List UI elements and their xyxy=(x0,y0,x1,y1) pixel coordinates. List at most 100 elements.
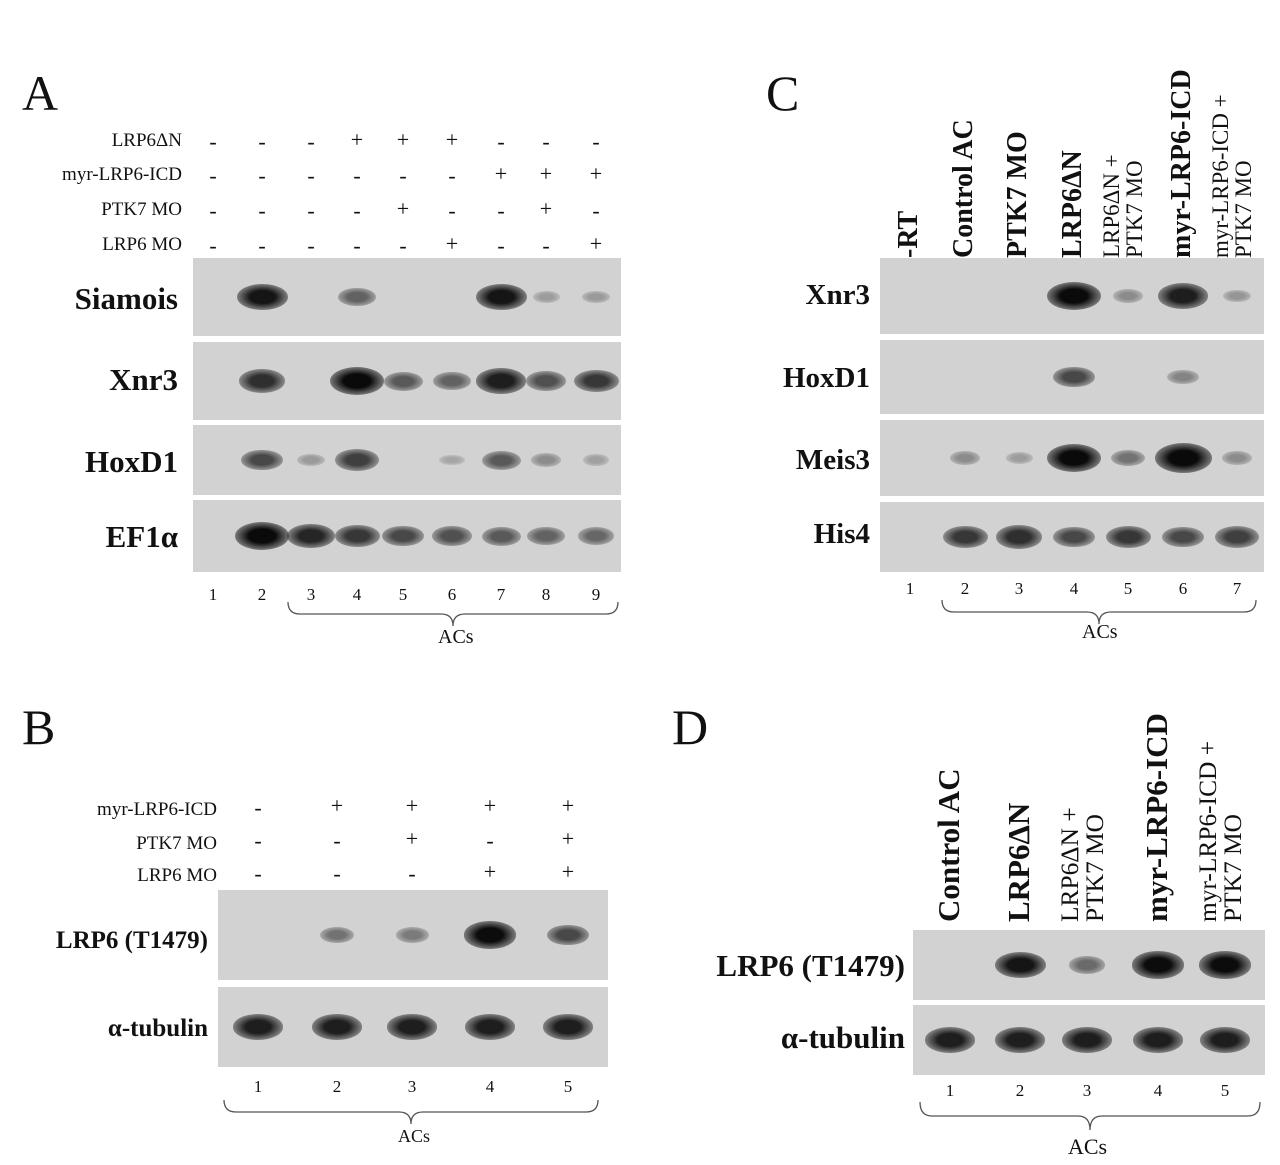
band-mark xyxy=(395,927,429,943)
band-mark xyxy=(1110,449,1146,467)
band-mark xyxy=(287,523,335,549)
sign-mark: - xyxy=(592,198,600,223)
panel-b-letter: B xyxy=(22,699,56,755)
sign-mark: - xyxy=(254,828,262,853)
band-mark xyxy=(1005,452,1033,464)
band-mark xyxy=(547,924,589,946)
sign-mark: + xyxy=(483,859,497,884)
column-header: LRP6ΔN + PTK7 MO xyxy=(1055,807,1109,922)
band-mark xyxy=(1069,956,1105,974)
band-mark xyxy=(382,525,424,547)
column-header: Control AC xyxy=(930,768,966,922)
band-mark xyxy=(525,371,567,391)
lane-number: 6 xyxy=(447,585,457,604)
band-mark xyxy=(476,368,526,394)
band-mark xyxy=(297,453,325,467)
sign-mark: - xyxy=(254,861,262,886)
band-mark xyxy=(433,371,471,391)
lane-number: 3 xyxy=(407,1077,417,1096)
band-mark xyxy=(1053,366,1095,388)
lane-number: 3 xyxy=(1014,579,1024,598)
band-mark xyxy=(950,451,980,465)
sign-mark: - xyxy=(497,233,505,258)
panel-a-blot-hoxd1 xyxy=(193,425,621,495)
panel-a-blot-xnr3 xyxy=(193,342,621,420)
sign-mark: - xyxy=(497,198,505,223)
sign-mark: + xyxy=(539,196,553,221)
sign-mark: - xyxy=(353,198,361,223)
panel-d-blot-tubulin xyxy=(913,1005,1265,1075)
band-mark xyxy=(994,951,1046,979)
lane-number: 7 xyxy=(1232,579,1242,598)
panel-b-blot-tubulin xyxy=(218,987,608,1067)
sign-mark: - xyxy=(258,198,266,223)
lane-number: 2 xyxy=(257,585,267,604)
band-mark xyxy=(1222,451,1252,465)
band-mark xyxy=(334,524,380,548)
band-mark xyxy=(995,525,1043,549)
sign-mark: + xyxy=(561,859,575,884)
panel-a-cond-label: LRP6ΔN xyxy=(111,130,182,151)
panel-d-brace xyxy=(919,1101,1261,1131)
panel-c-blot-meis3 xyxy=(880,420,1264,496)
panel-b-blot-lrp6 xyxy=(218,890,608,980)
sign-mark: + xyxy=(561,826,575,851)
band-mark xyxy=(431,526,473,546)
lane-number: 5 xyxy=(1220,1081,1230,1100)
lane-number: 1 xyxy=(253,1077,263,1096)
panel-d-row-label: LRP6 (T1479) xyxy=(716,948,905,983)
band-mark xyxy=(383,371,423,391)
lane-number: 9 xyxy=(591,585,601,604)
panel-a-cond-label: myr-LRP6-ICD xyxy=(62,164,182,185)
band-mark xyxy=(543,1014,593,1040)
lane-number: 8 xyxy=(541,585,551,604)
sign-mark: - xyxy=(448,198,456,223)
lane-number: 1 xyxy=(945,1081,955,1100)
sign-mark: + xyxy=(405,826,419,851)
column-header: PTK7 MO xyxy=(1001,131,1033,258)
band-mark xyxy=(387,1014,437,1040)
band-mark xyxy=(1053,526,1095,548)
lane-number: 4 xyxy=(485,1077,495,1096)
band-mark xyxy=(1047,444,1101,472)
sign-mark: + xyxy=(561,793,575,818)
lane-number: 3 xyxy=(1082,1081,1092,1100)
sign-mark: - xyxy=(353,233,361,258)
sign-mark: - xyxy=(333,828,341,853)
band-mark xyxy=(481,526,521,546)
column-header: myr-LRP6-ICD + PTK7 MO xyxy=(1208,94,1257,258)
lane-number: 1 xyxy=(905,579,915,598)
column-header: LRP6ΔN xyxy=(1000,802,1036,922)
band-mark xyxy=(481,450,521,470)
panel-b-brace xyxy=(223,1099,599,1125)
panel-a-row-label: EF1α xyxy=(105,519,178,554)
band-mark xyxy=(532,291,560,303)
panel-a-cond-label: PTK7 MO xyxy=(101,199,182,220)
band-mark xyxy=(1154,443,1212,473)
sign-mark: + xyxy=(350,127,364,152)
panel-c-row-label: His4 xyxy=(813,518,870,550)
panel-b-cond-label: LRP6 MO xyxy=(137,865,217,886)
sign-mark: - xyxy=(333,861,341,886)
panel-d-blot-lrp6 xyxy=(913,930,1265,1000)
sign-mark: - xyxy=(448,163,456,188)
column-header: myr-LRP6-ICD xyxy=(1138,713,1174,922)
band-mark xyxy=(577,527,615,545)
lane-number: 5 xyxy=(563,1077,573,1096)
band-mark xyxy=(1162,526,1204,548)
panel-d-letter: D xyxy=(672,699,709,755)
sign-mark: - xyxy=(497,129,505,154)
sign-mark: + xyxy=(483,793,497,818)
panel-a-brace xyxy=(287,601,619,627)
sign-mark: + xyxy=(396,196,410,221)
panel-c-brace xyxy=(941,599,1257,625)
panel-a-acs-label: ACs xyxy=(438,626,474,648)
sign-mark: - xyxy=(486,828,494,853)
band-mark xyxy=(338,287,376,307)
column-header: myr-LRP6-ICD xyxy=(1165,69,1197,258)
band-mark xyxy=(573,369,619,393)
panel-c-letter: C xyxy=(766,65,800,121)
lane-number: 4 xyxy=(1153,1081,1163,1100)
sign-mark: - xyxy=(209,233,217,258)
lane-number: 2 xyxy=(960,579,970,598)
